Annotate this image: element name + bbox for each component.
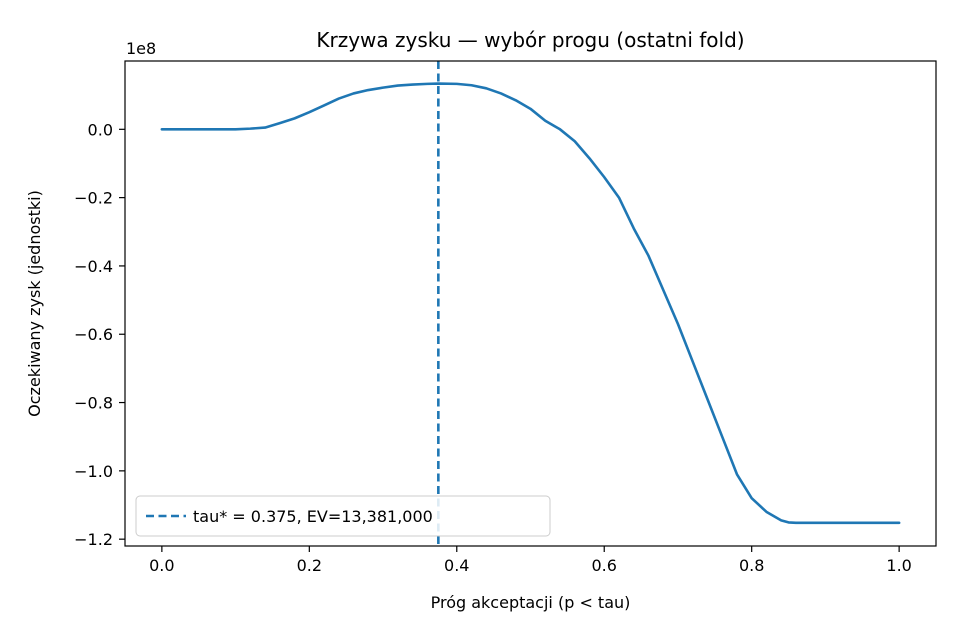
legend: tau* = 0.375, EV=13,381,000: [135, 495, 551, 537]
y-tick-label: −0.6: [74, 325, 113, 344]
x-tick-label: 1.0: [886, 556, 911, 575]
chart-title: Krzywa zysku — wybór progu (ostatni fold…: [316, 28, 744, 52]
y-tick-label: −0.4: [74, 257, 113, 276]
plot-area: [160, 61, 901, 546]
x-tick-label: 0.6: [592, 556, 617, 575]
y-tick-label: −0.2: [74, 189, 113, 208]
y-axis-title: Oczekiwany zysk (jednostki): [25, 190, 44, 417]
y-tick-label: −1.2: [74, 530, 113, 549]
legend-box: [135, 495, 551, 537]
x-axis-title: Próg akceptacji (p < tau): [431, 593, 631, 612]
y-axis-ticks: 0.0 −0.2 −0.4 −0.6 −0.8 −1.0 −1.2: [74, 120, 125, 549]
profit-curve-line: [160, 82, 901, 525]
x-axis-ticks: 0.0 0.2 0.4 0.6 0.8 1.0: [149, 546, 912, 575]
axes-frame: [124, 60, 937, 547]
legend-label-threshold: tau* = 0.375, EV=13,381,000: [193, 507, 433, 526]
y-tick-label: −0.8: [74, 394, 113, 413]
x-tick-label: 0.0: [149, 556, 174, 575]
y-tick-label: 0.0: [88, 120, 113, 139]
x-tick-label: 0.8: [739, 556, 764, 575]
y-offset-label: 1e8: [126, 39, 156, 58]
x-tick-label: 0.4: [444, 556, 469, 575]
y-tick-label: −1.0: [74, 462, 113, 481]
x-tick-label: 0.2: [297, 556, 322, 575]
